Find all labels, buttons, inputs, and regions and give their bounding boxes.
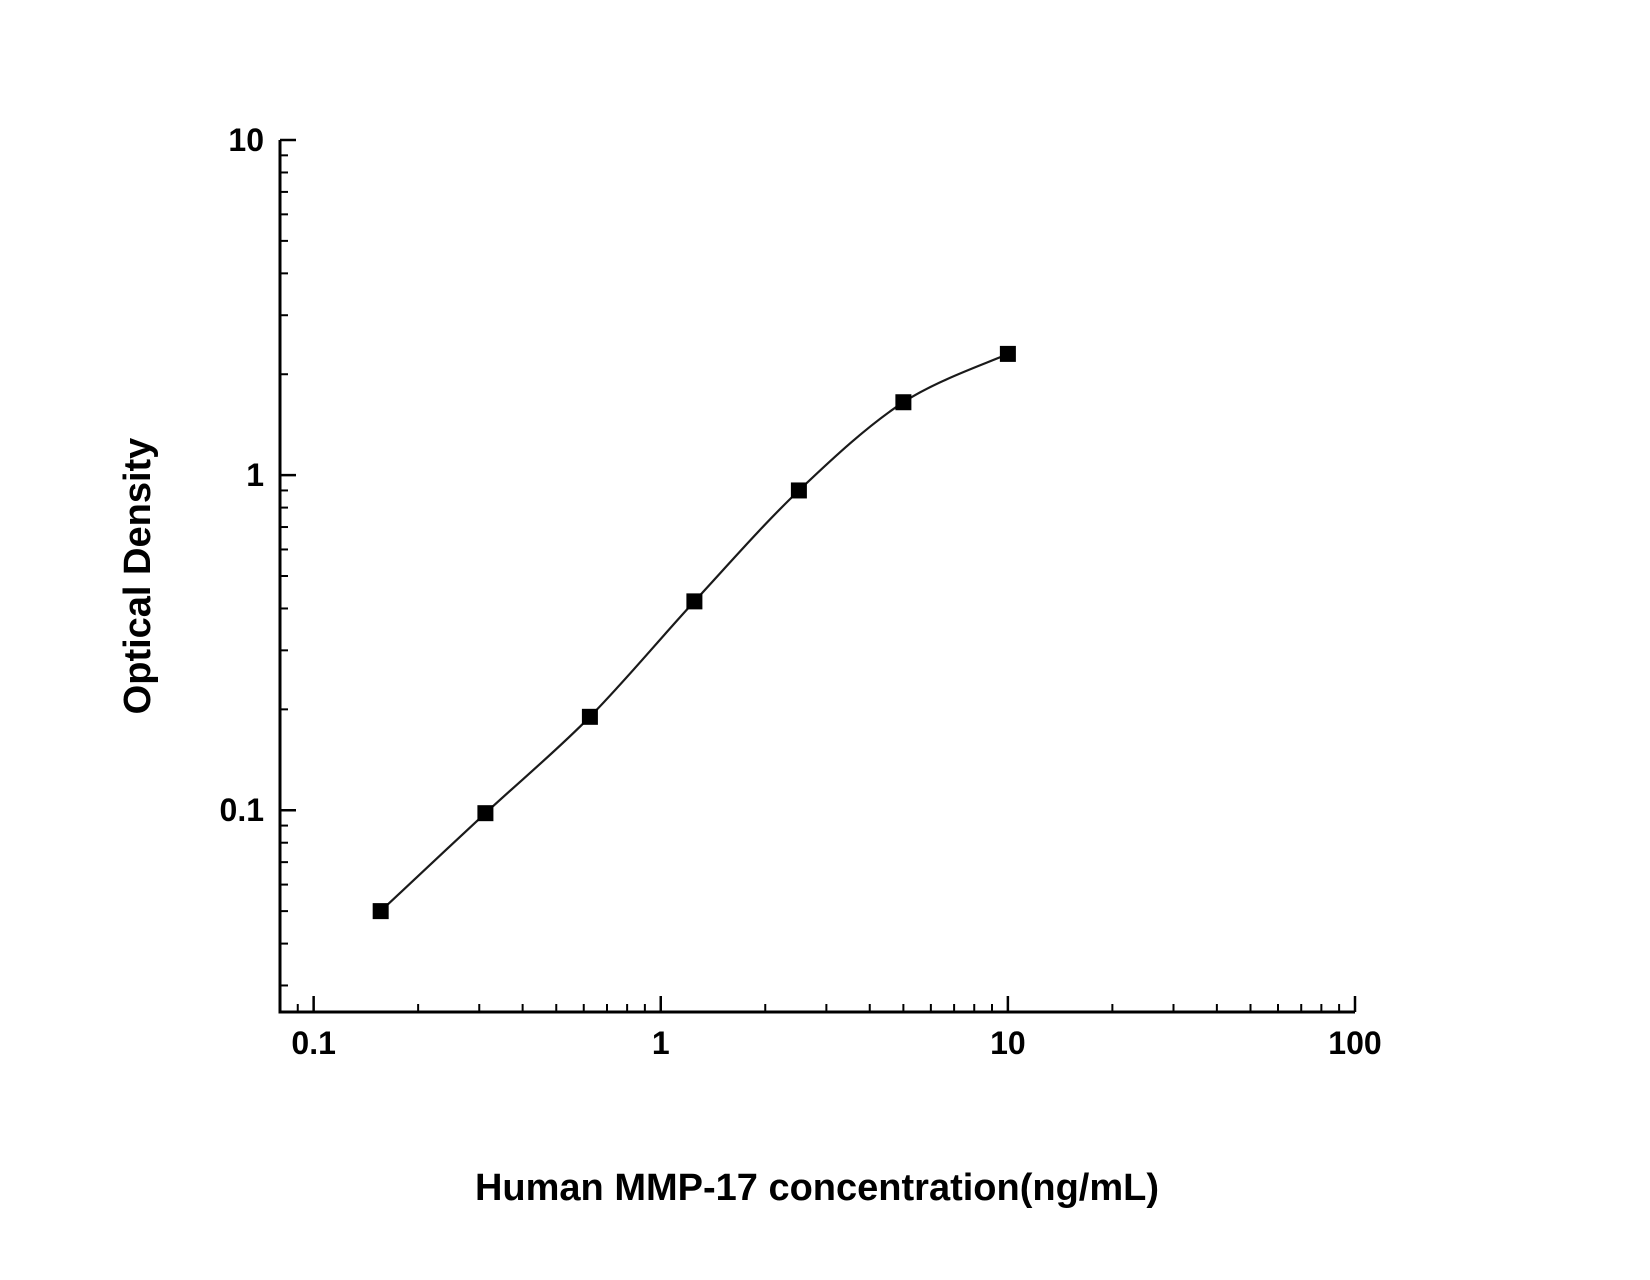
data-point-marker: [477, 805, 494, 822]
data-point-marker: [372, 903, 389, 920]
y-tick-label: 1: [246, 457, 264, 493]
x-tick-label: 10: [990, 1025, 1026, 1061]
y-tick-label: 10: [228, 122, 264, 158]
data-point-marker: [790, 482, 807, 499]
x-tick-label: 1: [652, 1025, 670, 1061]
x-tick-label: 0.1: [291, 1025, 335, 1061]
x-tick-label: 100: [1328, 1025, 1381, 1061]
data-point-marker: [686, 593, 703, 610]
y-axis-title: Optical Density: [117, 438, 159, 715]
data-point-marker: [581, 708, 598, 725]
fit-curve-standard-curve: [379, 352, 1009, 912]
x-axis-title: Human MMP-17 concentration(ng/mL): [475, 1167, 1159, 1209]
y-tick-label: 0.1: [220, 792, 264, 828]
plot-area: 0.1 1 10 100 0.1 1 10: [220, 122, 1382, 1061]
data-point-marker: [895, 394, 912, 411]
data-point-marker: [999, 345, 1016, 362]
